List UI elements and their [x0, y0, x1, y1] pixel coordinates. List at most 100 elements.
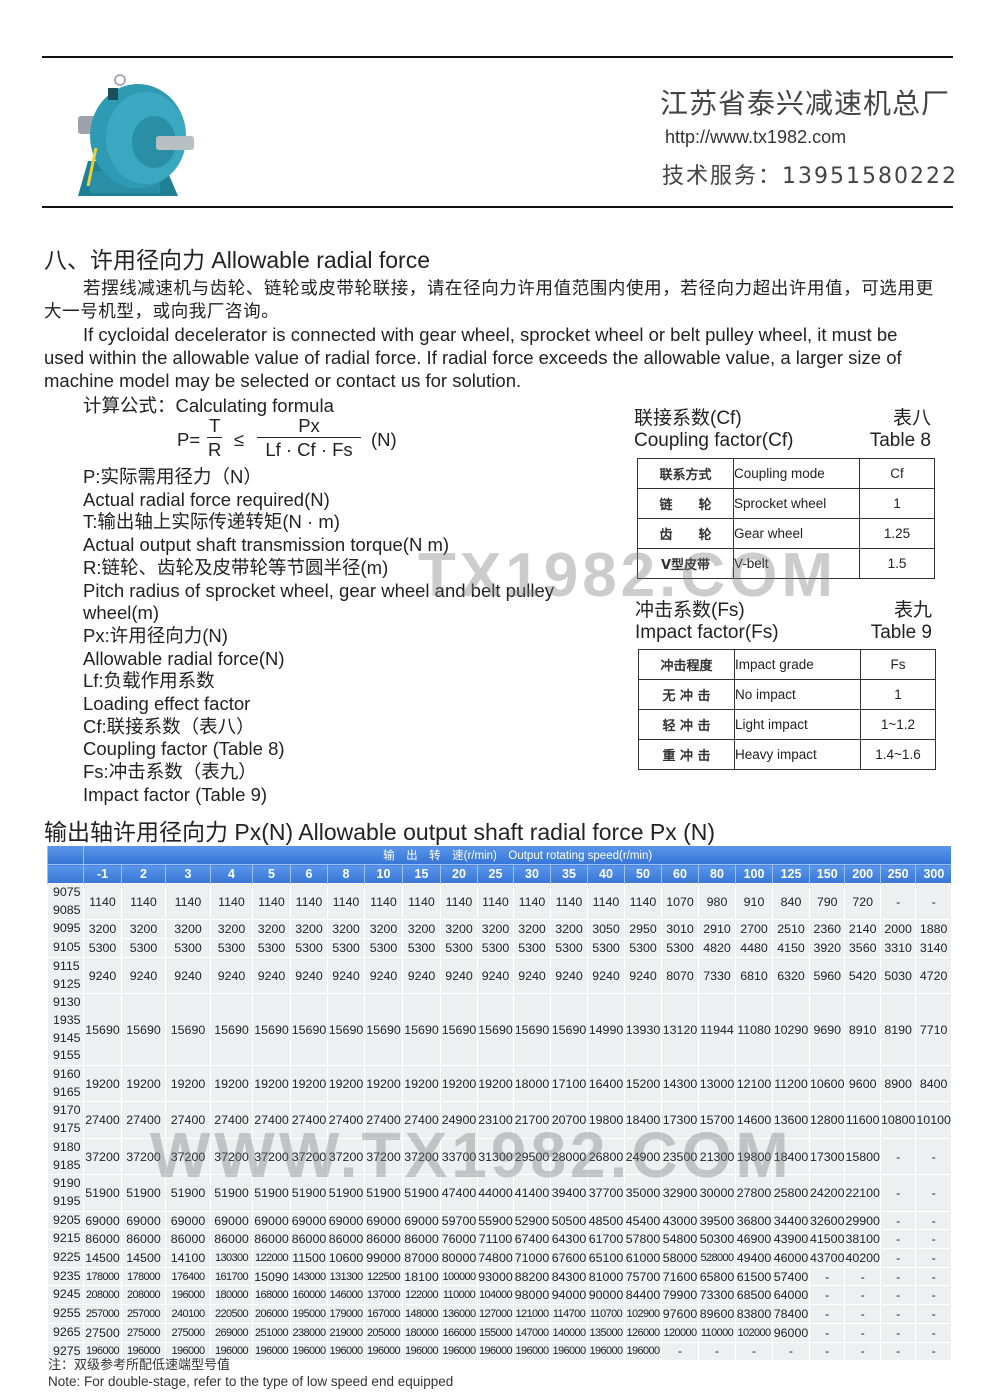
force-value-cell: 12800 [808, 1101, 846, 1139]
top-rule [42, 56, 953, 58]
force-value-cell: 3140 [915, 938, 952, 958]
force-value-cell: 196000 [477, 1341, 514, 1362]
force-value-cell: 196000 [550, 1341, 588, 1362]
force-value-cell: 10290 [772, 993, 810, 1067]
force-value-cell: - [808, 1266, 846, 1287]
table-row: 9215 86000 86000 86000 86000 86000 86000 86000 8… [47, 1229, 952, 1250]
force-value-cell: - [879, 1248, 917, 1268]
force-value-cell: 8910 [844, 993, 881, 1067]
formula-unit: (N) [371, 429, 397, 450]
table9-caption-en: Impact factor(Fs) [635, 622, 779, 643]
model-cell: 9235 [47, 1266, 84, 1287]
force-value-cell: 168000 [252, 1285, 291, 1306]
force-value-cell: 5300 [83, 938, 122, 958]
force-value-cell: 9240 [624, 956, 662, 995]
force-value-cell: 43900 [772, 1229, 810, 1250]
force-value-cell: 5300 [624, 938, 662, 958]
force-value-cell: 9240 [587, 956, 625, 995]
force-value-cell: 55900 [477, 1210, 514, 1231]
force-value-cell: 27400 [252, 1101, 291, 1139]
force-value-cell: 3200 [290, 919, 328, 940]
force-value-cell: 122000 [252, 1248, 291, 1268]
force-value-cell: - [808, 1322, 846, 1343]
force-value-cell: 1140 [121, 882, 166, 921]
formula-t: T [207, 415, 223, 438]
table9-number-en: Table 9 [870, 622, 932, 643]
force-value-cell: 269000 [210, 1322, 253, 1343]
force-value-cell: 8400 [915, 1065, 952, 1103]
table8-caption-en: Coupling factor(Cf) [634, 430, 794, 451]
model-cell: 9190 9195 [47, 1174, 84, 1212]
force-value-cell: 15090 [252, 1266, 291, 1287]
force-value-cell: 23100 [477, 1101, 514, 1139]
table9-val: 1.4~1.6 [860, 739, 936, 770]
force-value-cell: 15700 [698, 1101, 736, 1139]
model-cell: 9180 9185 [47, 1137, 84, 1176]
model-number: 9170 [53, 1103, 81, 1118]
force-value-cell: 17100 [550, 1065, 588, 1103]
force-value-cell: 84400 [624, 1285, 662, 1306]
force-value-cell: 2700 [735, 919, 773, 940]
force-value-cell: - [915, 882, 952, 921]
force-value-cell: 3920 [808, 938, 846, 958]
force-value-cell: 5300 [550, 938, 588, 958]
coupling-factor-table: 联系方式 Coupling mode Cf 链 轮 Sprocket wheel 1… [637, 458, 935, 579]
force-value-cell: 13120 [661, 993, 699, 1067]
force-value-cell: 69000 [402, 1210, 441, 1231]
website-link[interactable]: http://www.tx1982.com [665, 127, 847, 147]
force-value-cell: 196000 [440, 1341, 478, 1362]
force-value-cell: 2140 [844, 919, 881, 940]
force-value-cell: - [915, 1322, 952, 1343]
model-number: 9095 [53, 921, 81, 936]
model-cell: 9255 [47, 1304, 84, 1324]
force-value-cell: 89600 [698, 1304, 736, 1324]
model-number: 9125 [53, 976, 81, 991]
model-number: 9115 [53, 958, 80, 973]
force-value-cell: - [879, 1341, 917, 1362]
force-value-cell: 37200 [252, 1137, 291, 1176]
model-number: 9185 [53, 1157, 81, 1172]
force-value-cell: 27400 [402, 1101, 441, 1139]
speed-column-header: 5 [252, 864, 291, 884]
table8-header-row: 联系方式 Coupling mode Cf [637, 458, 935, 489]
force-value-cell: 1140 [252, 882, 291, 921]
force-value-cell: 46000 [772, 1248, 810, 1268]
table8-en: V-belt [733, 548, 860, 579]
force-value-cell: 37200 [290, 1137, 328, 1176]
force-value-cell: 178000 [83, 1266, 122, 1287]
definition-line: Px:许用径向力(N) [83, 624, 228, 646]
force-value-cell: 7330 [698, 956, 736, 995]
force-value-cell: 4480 [735, 938, 773, 958]
model-number: 9235 [53, 1268, 81, 1283]
force-value-cell: 84300 [550, 1266, 588, 1287]
force-value-cell: 13600 [772, 1101, 810, 1139]
force-value-cell: 3200 [513, 919, 551, 940]
force-value-cell: - [808, 1304, 846, 1324]
speed-column-header: 150 [808, 864, 845, 884]
force-value-cell: - [844, 1304, 881, 1324]
table8-val: 1.25 [859, 518, 935, 549]
force-value-cell: 8900 [879, 1065, 917, 1103]
force-value-cell: - [844, 1322, 881, 1343]
force-value-cell: 9240 [364, 956, 403, 995]
force-value-cell: 15690 [327, 993, 365, 1067]
force-value-cell: 130300 [210, 1248, 253, 1268]
force-value-cell: 122500 [364, 1266, 403, 1287]
force-value-cell: 15690 [83, 993, 122, 1067]
force-value-cell: 2950 [624, 919, 662, 940]
force-value-cell: 178000 [121, 1266, 166, 1287]
force-value-cell: 9240 [290, 956, 328, 995]
force-value-cell: 88200 [513, 1266, 551, 1287]
formula-denominator: Lf · Cf · Fs [265, 439, 353, 460]
force-value-cell: 21700 [513, 1101, 551, 1139]
speed-column-header: -1 [83, 864, 122, 884]
force-value-cell: 1140 [83, 882, 122, 921]
force-value-cell: 137000 [364, 1285, 403, 1306]
force-value-cell: 8070 [661, 956, 699, 995]
force-value-cell: 15690 [513, 993, 551, 1067]
model-cell: 9095 [47, 919, 84, 940]
model-number: 9245 [53, 1287, 81, 1302]
force-value-cell: 9240 [210, 956, 253, 995]
force-value-cell: 57400 [772, 1266, 810, 1287]
force-value-cell: 3010 [661, 919, 699, 940]
